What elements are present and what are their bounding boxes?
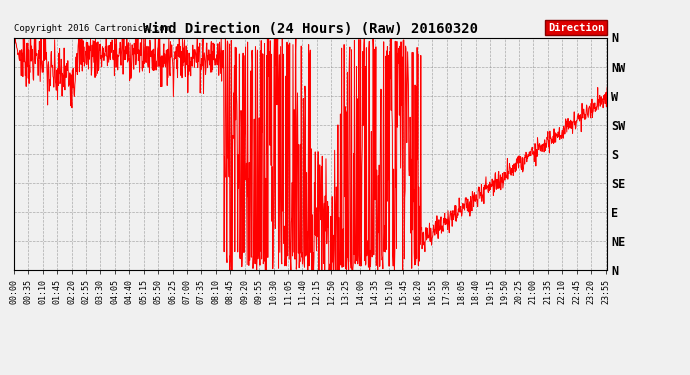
Text: Direction: Direction [548, 23, 604, 33]
Title: Wind Direction (24 Hours) (Raw) 20160320: Wind Direction (24 Hours) (Raw) 20160320 [143, 22, 478, 36]
Text: Copyright 2016 Cartronics.com: Copyright 2016 Cartronics.com [14, 24, 170, 33]
